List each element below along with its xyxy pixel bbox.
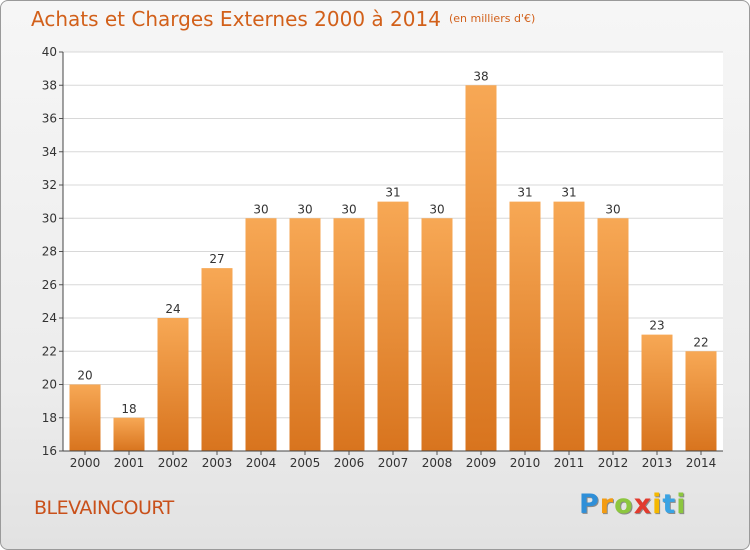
bar [377,201,409,451]
bar-value-label: 30 [297,202,312,216]
y-tick-label: 20 [42,378,57,392]
x-tick-label: 2002 [158,456,189,470]
y-tick-label: 26 [42,278,57,292]
y-tick-label: 28 [42,245,57,259]
y-tick-label: 38 [42,78,57,92]
bar [333,218,365,451]
x-tick-label: 2009 [466,456,497,470]
bar-value-label: 20 [77,369,92,383]
bar-value-label: 23 [649,319,664,333]
bar-value-label: 31 [561,186,576,200]
bar [113,417,145,451]
bar-value-label: 18 [121,402,136,416]
commune-name: BLEVAINCOURT [34,497,174,519]
bar-value-label: 38 [473,69,488,83]
bar-value-label: 30 [605,202,620,216]
y-tick-label: 16 [42,444,57,458]
y-tick-label: 36 [42,112,57,126]
y-tick-label: 30 [42,211,57,225]
x-tick-label: 2004 [246,456,277,470]
bar [685,351,717,451]
proxiti-logo: Proxiti [579,489,687,520]
x-tick-label: 2005 [290,456,321,470]
x-tick-label: 2013 [642,456,673,470]
logo-letter: i [652,489,663,520]
x-tick-label: 2006 [334,456,365,470]
logo-letter: P [579,489,600,520]
bar [201,268,233,451]
chart-unit: (en milliers d'€) [448,12,536,25]
y-tick-label: 24 [42,311,57,325]
x-tick-label: 2001 [114,456,145,470]
bar [245,218,277,451]
bar-value-label: 30 [341,202,356,216]
logo-letter: i [676,489,687,520]
chart-title-text: Achats et Charges Externes 2000 à 2014 [31,7,441,31]
logo-letter: o [614,489,634,520]
bar [289,218,321,451]
logo-letter: t [662,489,677,520]
x-tick-label: 2010 [510,456,541,470]
x-tick-label: 2008 [422,456,453,470]
y-tick-label: 18 [42,411,57,425]
bar [553,201,585,451]
chart-title: Achats et Charges Externes 2000 à 2014 (e… [31,7,535,31]
bar-value-label: 30 [429,202,444,216]
logo-letter: x [633,489,653,520]
y-tick-label: 34 [42,145,57,159]
bar-value-label: 22 [693,335,708,349]
bar-value-label: 31 [517,186,532,200]
bar [641,334,673,451]
x-tick-label: 2014 [686,456,717,470]
bar [597,218,629,451]
bar-value-label: 31 [385,186,400,200]
x-tick-label: 2012 [598,456,629,470]
logo-letter: r [599,489,615,520]
x-tick-label: 2007 [378,456,409,470]
bar [421,218,453,451]
bar [465,85,497,451]
bar-value-label: 30 [253,202,268,216]
bar-value-label: 27 [209,252,224,266]
bar [69,384,101,451]
x-tick-label: 2000 [70,456,101,470]
x-tick-label: 2011 [554,456,585,470]
y-tick-label: 22 [42,344,57,358]
bar-value-label: 24 [165,302,180,316]
y-tick-label: 40 [42,45,57,59]
bar [509,201,541,451]
y-tick-label: 32 [42,178,57,192]
bar [157,318,189,451]
x-tick-label: 2003 [202,456,233,470]
